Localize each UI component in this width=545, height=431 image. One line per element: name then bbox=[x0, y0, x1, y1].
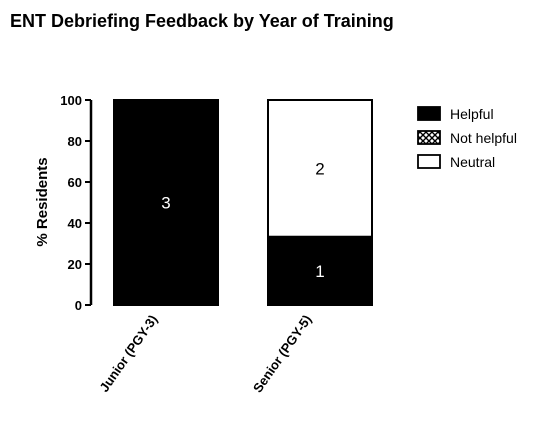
legend: Helpful Not helpful Neutral bbox=[417, 106, 517, 170]
data-label: 3 bbox=[161, 194, 170, 213]
legend-swatch bbox=[417, 106, 441, 121]
y-tick-label: 60 bbox=[68, 175, 82, 190]
x-axis: Junior (PGY-3) Senior (PGY-5) bbox=[96, 312, 314, 395]
y-axis: 0 20 40 60 80 100 bbox=[60, 93, 93, 313]
x-tick-label: Senior (PGY-5) bbox=[250, 312, 315, 395]
legend-label: Not helpful bbox=[450, 130, 517, 146]
bar-segment bbox=[113, 99, 219, 306]
y-axis-label: % Residents bbox=[34, 157, 51, 246]
bar-segment bbox=[267, 235, 373, 306]
y-tick-label: 40 bbox=[68, 216, 82, 231]
data-label: 2 bbox=[315, 159, 324, 178]
y-tick-label: 0 bbox=[75, 298, 82, 313]
y-tick-label: 80 bbox=[68, 134, 82, 149]
legend-swatch bbox=[417, 154, 441, 169]
legend-label: Helpful bbox=[450, 106, 494, 122]
chart-title: ENT Debriefing Feedback by Year of Train… bbox=[10, 11, 394, 31]
legend-label: Neutral bbox=[450, 154, 495, 170]
x-tick-label: Junior (PGY-3) bbox=[96, 312, 160, 395]
bars: 3 1 2 bbox=[113, 99, 373, 306]
legend-swatch bbox=[417, 130, 441, 145]
data-label: 1 bbox=[315, 262, 324, 281]
bar-segment bbox=[267, 99, 373, 238]
y-tick-label: 20 bbox=[68, 257, 82, 272]
y-tick-label: 100 bbox=[60, 93, 82, 108]
